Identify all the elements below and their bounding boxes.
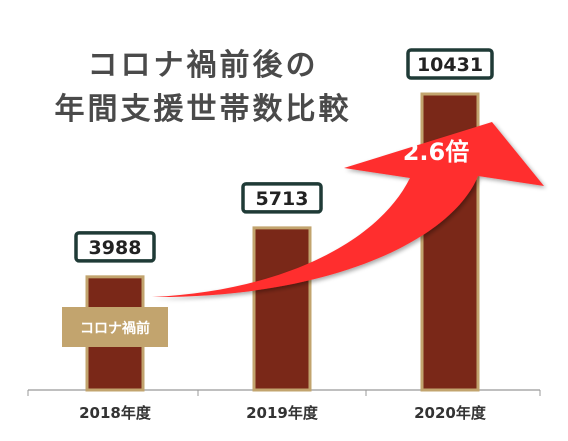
chart-title-line-2: 年間支援世帯数比較 [54,92,352,127]
bar-2019年度 [252,226,312,392]
value-label-box [241,182,323,214]
value-label-box [74,231,156,263]
pre-covid-badge [62,307,168,347]
x-tick-label: 2020年度 [414,404,487,422]
x-tick-label: 2018年度 [79,404,152,422]
growth-arrow-label: 2.6倍 [403,138,470,166]
chart-title-line-1: コロナ禍前後の [87,48,319,83]
x-tick-label: 2019年度 [246,404,319,422]
value-label-box [406,48,494,80]
value-label: 3988 [89,237,142,259]
growth-arrow [152,122,544,298]
value-label: 5713 [256,188,309,210]
pre-covid-badge-label: コロナ禍前 [80,320,150,337]
value-label: 10431 [417,54,483,76]
